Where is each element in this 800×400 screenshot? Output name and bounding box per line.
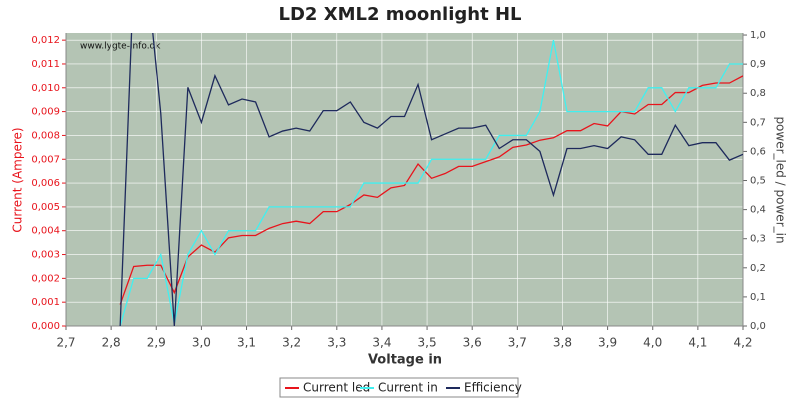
x-tick-label: 3,5 [418,336,437,350]
x-tick-label: 3,8 [553,336,572,350]
y2-tick-label: 0,9 [750,59,766,70]
series-line [119,40,743,326]
y2-tick-label: 0,4 [750,205,766,216]
x-tick-label: 3,7 [508,336,527,350]
x-tick-label: 2,7 [56,336,75,350]
y-tick-label: 0,000 [31,321,60,332]
plot-lines [119,33,743,326]
y-tick-label: 0,008 [31,130,60,141]
y-tick-label: 0,011 [31,59,60,70]
y2-tick-label: 0,6 [750,146,766,157]
x-tick-label: 2,8 [102,336,121,350]
y2-tick-label: 0,2 [750,263,766,274]
y-tick-label: 0,012 [31,35,60,46]
x-tick-label: 2,9 [147,336,166,350]
series-line [119,75,743,305]
y-tick-label: 0,002 [31,273,60,284]
y2-tick-label: 0,8 [750,88,766,99]
y2-tick-label: 0,7 [750,117,766,128]
y-tick-label: 0,005 [31,202,60,213]
x-tick-label: 3,6 [463,336,482,350]
y-tick-label: 0,004 [31,226,60,237]
y-axis-label: Current (Ampere) [11,127,25,232]
y-tick-label: 0,010 [31,83,60,94]
x-tick-label: 4,2 [733,336,752,350]
legend-label: Efficiency [464,381,522,395]
x-tick-label: 3,0 [192,336,211,350]
y-tick-label: 0,006 [31,178,60,189]
series-line [119,33,743,326]
y2-tick-label: 1,0 [750,30,766,41]
y-tick-label: 0,003 [31,250,60,261]
x-axis-label: Voltage in [368,353,442,368]
y-tick-label: 0,007 [31,154,60,165]
x-tick-label: 3,9 [598,336,617,350]
y2-tick-label: 0,5 [750,176,766,187]
legend-label: Current in [378,381,438,395]
plot-area [66,33,743,326]
chart-title: LD2 XML2 moonlight HL [279,4,522,25]
x-tick-label: 3,2 [282,336,301,350]
x-tick-label: 3,3 [327,336,346,350]
legend-label: Current led [303,381,370,395]
watermark: www.lygte-info.dk [80,42,161,52]
x-tick-label: 3,4 [372,336,391,350]
y2-tick-label: 0,0 [750,321,766,332]
x-tick-label: 4,1 [688,336,707,350]
y-tick-label: 0,009 [31,107,60,118]
y2-axis-label: power_led / power_in [774,116,788,243]
legend [279,377,519,398]
x-tick-label: 4,0 [643,336,662,350]
y-tick-label: 0,001 [31,297,60,308]
y2-tick-label: 0,3 [750,234,766,245]
x-tick-label: 3,1 [237,336,256,350]
y2-tick-label: 0,1 [750,292,766,303]
